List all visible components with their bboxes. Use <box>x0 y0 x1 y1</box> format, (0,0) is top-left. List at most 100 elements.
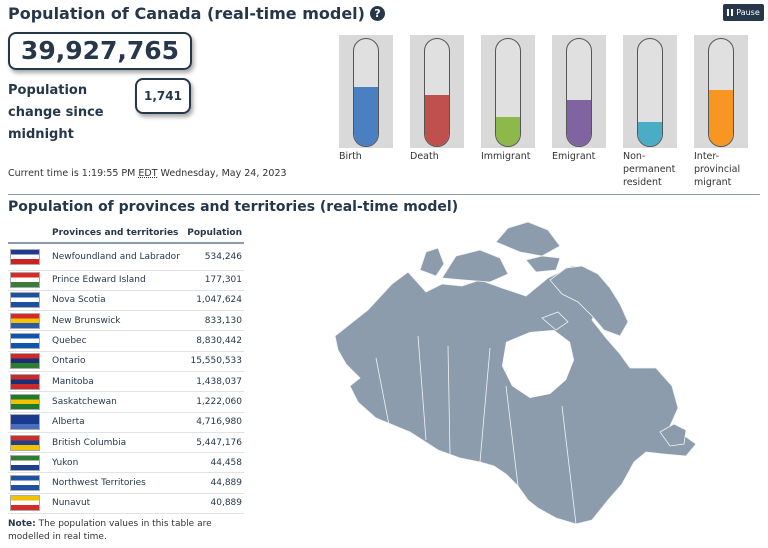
province-name: Quebec <box>50 330 185 352</box>
provinces-table: Provinces and territories Population New… <box>8 224 244 515</box>
gauge-tube <box>495 38 521 147</box>
table-row: New Brunswick 833,130 <box>8 310 244 332</box>
flag-icon <box>10 414 40 431</box>
province-population: 4,716,980 <box>184 412 244 433</box>
province-name: Ontario <box>50 351 185 372</box>
component-gauge <box>410 35 464 148</box>
flag-column-header <box>8 224 50 244</box>
current-time-prefix: Current time is 1:19:55 PM <box>8 168 139 179</box>
gauge-tube <box>637 38 663 147</box>
component-label: Non- permanent resident <box>623 151 676 188</box>
flag-icon <box>10 373 40 390</box>
flag-icon <box>10 312 40 329</box>
map-devon-island <box>525 255 561 273</box>
population-change-counter: 1,741 <box>135 78 191 114</box>
flag-icon <box>10 495 40 512</box>
page-title: Population of Canada (real-time model) ? <box>8 4 385 23</box>
province-population: 833,130 <box>184 310 244 332</box>
component-gauge <box>694 35 748 148</box>
canada-map[interactable] <box>330 218 702 528</box>
flag-icon <box>10 434 40 451</box>
province-population: 1,047,624 <box>184 290 244 312</box>
province-population: 177,301 <box>184 270 244 291</box>
map-southampton-island <box>541 311 569 331</box>
note-label: Note: <box>8 519 36 529</box>
table-row: Nunavut 40,889 <box>8 493 244 515</box>
flag-cell <box>8 290 50 312</box>
flag-cell <box>8 371 50 393</box>
province-name: Manitoba <box>50 371 185 393</box>
flag-cell <box>8 452 50 474</box>
flag-cell <box>8 270 50 291</box>
pause-button[interactable]: Pause <box>723 4 764 21</box>
component-label: Death <box>410 151 439 162</box>
page-title-text: Population of Canada (real-time model) <box>8 4 365 23</box>
component-label: Emigrant <box>552 151 596 162</box>
province-name: Alberta <box>50 412 185 433</box>
pause-label: Pause <box>736 8 760 17</box>
component-gauge <box>623 35 677 148</box>
gauge-fill <box>354 87 378 146</box>
table-row: Quebec 8,830,442 <box>8 330 244 352</box>
flag-cell <box>8 493 50 515</box>
component-gauge <box>481 35 535 148</box>
flag-cell <box>8 432 50 454</box>
table-note: Note: The population values in this tabl… <box>8 518 244 544</box>
province-name: Prince Edward Island <box>50 270 185 291</box>
province-population: 44,889 <box>184 472 244 494</box>
flag-cell <box>8 330 50 352</box>
province-column-header: Provinces and territories <box>50 224 185 244</box>
flag-icon <box>10 353 40 370</box>
flag-cell <box>8 391 50 413</box>
table-row: Prince Edward Island 177,301 <box>8 270 244 291</box>
gauge-fill <box>567 100 591 146</box>
gauge-fill <box>425 94 449 146</box>
gauge-fill <box>709 90 733 146</box>
table-row: Saskatchewan 1,222,060 <box>8 391 244 413</box>
table-row: Yukon 44,458 <box>8 452 244 474</box>
table-row: British Columbia 5,447,176 <box>8 432 244 454</box>
current-time: Current time is 1:19:55 PM EDT Wednesday… <box>8 168 287 179</box>
map-mainland <box>334 265 697 525</box>
province-population: 44,458 <box>184 452 244 474</box>
province-population: 1,438,037 <box>184 371 244 393</box>
component-label: Inter- provincial migrant <box>694 151 741 188</box>
population-counter: 39,927,765 <box>8 32 192 70</box>
flag-cell <box>8 351 50 372</box>
component-label: Immigrant <box>481 151 531 162</box>
province-name: Newfoundland and Labrador <box>50 243 185 271</box>
provincial-borders <box>375 335 577 525</box>
flag-cell <box>8 310 50 332</box>
flag-cell <box>8 412 50 433</box>
population-column-header: Population <box>184 224 244 244</box>
flag-icon <box>10 454 40 471</box>
province-population: 8,830,442 <box>184 330 244 352</box>
province-name: Nunavut <box>50 493 185 515</box>
province-name: Nova Scotia <box>50 290 185 312</box>
flag-icon <box>10 393 40 410</box>
gauge-tube <box>424 38 450 147</box>
table-row: Northwest Territories 44,889 <box>8 472 244 494</box>
component-gauge <box>552 35 606 148</box>
province-name: Saskatchewan <box>50 391 185 413</box>
table-header-row: Provinces and territories Population <box>8 224 244 244</box>
note-text: The population values in this table are … <box>8 519 212 542</box>
flag-icon <box>10 272 40 289</box>
table-row: Alberta 4,716,980 <box>8 412 244 433</box>
table-row: Nova Scotia 1,047,624 <box>8 290 244 312</box>
flag-icon <box>10 333 40 350</box>
component-label: Birth <box>339 151 362 162</box>
province-population: 534,246 <box>184 243 244 271</box>
flag-icon <box>10 292 40 309</box>
table-row: Newfoundland and Labrador 534,246 <box>8 243 244 271</box>
map-baffin-island <box>549 265 629 337</box>
component-gauge <box>339 35 393 148</box>
province-name: Northwest Territories <box>50 472 185 494</box>
flag-icon <box>10 475 40 492</box>
province-population: 5,447,176 <box>184 432 244 454</box>
question-circle-icon[interactable]: ? <box>369 6 385 21</box>
gauge-fill <box>496 117 520 146</box>
province-name: Yukon <box>50 452 185 474</box>
province-name: New Brunswick <box>50 310 185 332</box>
gauge-tube <box>566 38 592 147</box>
